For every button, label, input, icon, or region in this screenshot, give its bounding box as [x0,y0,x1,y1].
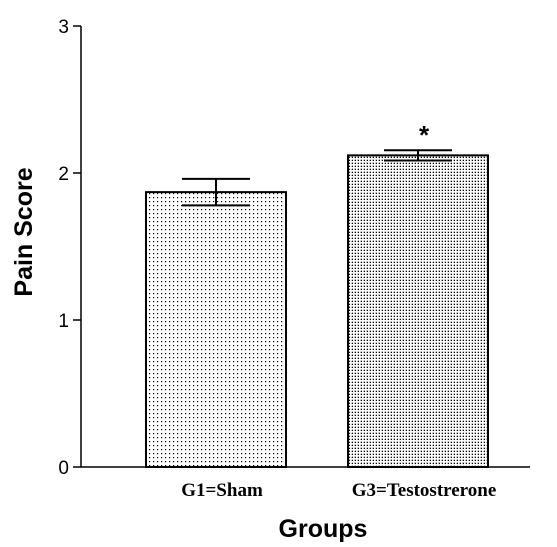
y-tick-label: 1 [58,311,69,332]
y-axis-title: Pain Score [10,167,38,296]
labels: 0 1 2 3 G1=Sham * G3=Testostrerone [58,17,496,501]
bar [145,191,287,469]
y-tick-label: 2 [58,164,69,185]
y-tick-label: 0 [58,458,69,479]
bar [347,154,489,469]
x-axis-title: Groups [279,515,368,543]
significance-marker: * [419,120,430,150]
y-tick-label: 3 [58,17,69,38]
bars [145,149,489,469]
x-tick-label: G1=Sham [181,480,263,501]
x-tick-label: G3=Testostrerone [352,480,497,501]
